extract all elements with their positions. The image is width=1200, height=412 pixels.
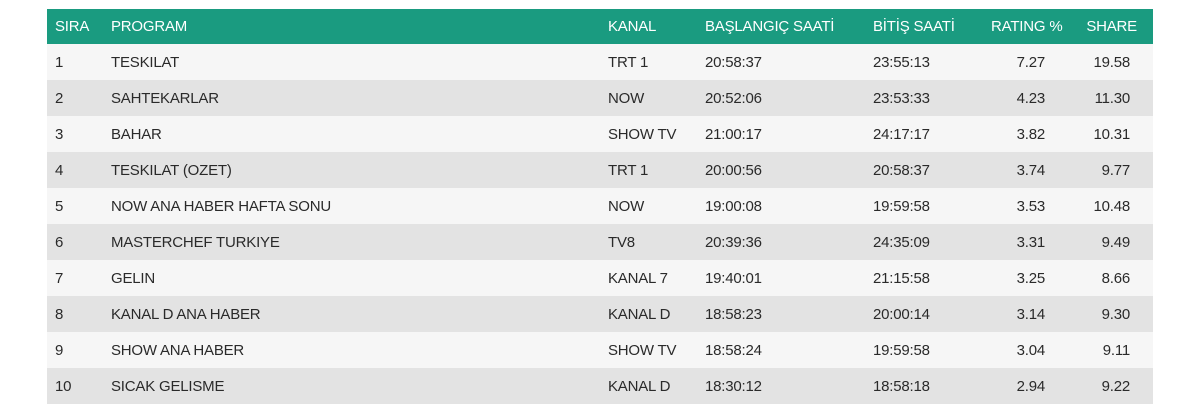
table-cell: 19:59:58: [865, 332, 983, 368]
table-cell: SICAK GELISME: [103, 368, 600, 404]
table-cell: GELIN: [103, 260, 600, 296]
table-cell: 4.23: [983, 80, 1075, 116]
table-row: 2 SAHTEKARLAR NOW 20:52:06 23:53:33 4.23 11.30: [47, 80, 1153, 116]
table-row: 6 MASTERCHEF TURKIYE TV8 20:39:36 24:35:09 3.…: [47, 224, 1153, 260]
table-cell: 20:58:37: [865, 152, 983, 188]
table-cell: KANAL D ANA HABER: [103, 296, 600, 332]
header-cell: BAŞLANGIÇ SAATİ: [697, 9, 865, 44]
table-cell: TRT 1: [600, 44, 697, 80]
table-cell: 18:58:24: [697, 332, 865, 368]
table-cell: MASTERCHEF TURKIYE: [103, 224, 600, 260]
table-cell: TESKILAT (OZET): [103, 152, 600, 188]
table-cell: 7: [47, 260, 103, 296]
table-cell: 20:39:36: [697, 224, 865, 260]
table-cell: 23:53:33: [865, 80, 983, 116]
table-cell: 9: [47, 332, 103, 368]
header-cell: RATING %: [983, 9, 1075, 44]
table-cell: 2.94: [983, 368, 1075, 404]
table-cell: 21:15:58: [865, 260, 983, 296]
table-cell: 5: [47, 188, 103, 224]
table-cell: 9.22: [1075, 368, 1153, 404]
table-cell: 24:17:17: [865, 116, 983, 152]
header-cell: SIRA: [47, 9, 103, 44]
table-cell: 7.27: [983, 44, 1075, 80]
table-row: 5 NOW ANA HABER HAFTA SONU NOW 19:00:08 19:5…: [47, 188, 1153, 224]
table-cell: TESKILAT: [103, 44, 600, 80]
table-row: 8 KANAL D ANA HABER KANAL D 18:58:23 20:00:1…: [47, 296, 1153, 332]
table-cell: 9.30: [1075, 296, 1153, 332]
table-cell: 18:58:23: [697, 296, 865, 332]
table-cell: 9.77: [1075, 152, 1153, 188]
table-cell: 21:00:17: [697, 116, 865, 152]
table-cell: SHOW ANA HABER: [103, 332, 600, 368]
table-cell: 20:58:37: [697, 44, 865, 80]
table-row: 7 GELIN KANAL 7 19:40:01 21:15:58 3.25 8.66: [47, 260, 1153, 296]
table-cell: 18:58:18: [865, 368, 983, 404]
header-cell: BİTİŞ SAATİ: [865, 9, 983, 44]
table-cell: 10.48: [1075, 188, 1153, 224]
table-cell: 20:00:14: [865, 296, 983, 332]
table-cell: SHOW TV: [600, 332, 697, 368]
table-cell: 3.82: [983, 116, 1075, 152]
table-cell: 9.11: [1075, 332, 1153, 368]
table-cell: NOW: [600, 188, 697, 224]
table-row: 3 BAHAR SHOW TV 21:00:17 24:17:17 3.82 10.31: [47, 116, 1153, 152]
table-cell: 3: [47, 116, 103, 152]
table-cell: SHOW TV: [600, 116, 697, 152]
table-cell: NOW: [600, 80, 697, 116]
table-cell: 24:35:09: [865, 224, 983, 260]
table-cell: 19:59:58: [865, 188, 983, 224]
header-cell: SHARE: [1075, 9, 1153, 44]
table-cell: 2: [47, 80, 103, 116]
table-cell: 3.31: [983, 224, 1075, 260]
table-row: 10 SICAK GELISME KANAL D 18:30:12 18:58:18 2.…: [47, 368, 1153, 404]
table-cell: 4: [47, 152, 103, 188]
table-cell: 10: [47, 368, 103, 404]
table-cell: 23:55:13: [865, 44, 983, 80]
table-cell: TRT 1: [600, 152, 697, 188]
table-row: 9 SHOW ANA HABER SHOW TV 18:58:24 19:59:58 3.…: [47, 332, 1153, 368]
table-cell: 20:52:06: [697, 80, 865, 116]
table-body: 1 TESKILAT TRT 1 20:58:37 23:55:13 7.27 19.58 2…: [47, 44, 1153, 404]
table-cell: 3.53: [983, 188, 1075, 224]
table-cell: 3.74: [983, 152, 1075, 188]
table-cell: SAHTEKARLAR: [103, 80, 600, 116]
table-cell: 20:00:56: [697, 152, 865, 188]
table-cell: 11.30: [1075, 80, 1153, 116]
table-cell: 3.04: [983, 332, 1075, 368]
table-cell: 19:00:08: [697, 188, 865, 224]
header-cell: KANAL: [600, 9, 697, 44]
ratings-table: SIRA PROGRAM KANAL BAŞLANGIÇ SAATİ BİTİŞ SAA…: [47, 9, 1153, 404]
table-cell: 10.31: [1075, 116, 1153, 152]
table-cell: KANAL D: [600, 368, 697, 404]
table-cell: NOW ANA HABER HAFTA SONU: [103, 188, 600, 224]
header-cell: PROGRAM: [103, 9, 600, 44]
table-row: 1 TESKILAT TRT 1 20:58:37 23:55:13 7.27 19.58: [47, 44, 1153, 80]
table-cell: 19:40:01: [697, 260, 865, 296]
table-cell: 18:30:12: [697, 368, 865, 404]
table-cell: 3.14: [983, 296, 1075, 332]
header-row: SIRA PROGRAM KANAL BAŞLANGIÇ SAATİ BİTİŞ SAA…: [47, 9, 1153, 44]
table-cell: 9.49: [1075, 224, 1153, 260]
table-cell: 3.25: [983, 260, 1075, 296]
table-cell: 1: [47, 44, 103, 80]
table-cell: BAHAR: [103, 116, 600, 152]
table-cell: TV8: [600, 224, 697, 260]
table-cell: 8: [47, 296, 103, 332]
table-cell: 6: [47, 224, 103, 260]
table-cell: 8.66: [1075, 260, 1153, 296]
table-cell: KANAL 7: [600, 260, 697, 296]
table-header: SIRA PROGRAM KANAL BAŞLANGIÇ SAATİ BİTİŞ SAA…: [47, 9, 1153, 44]
table-cell: 19.58: [1075, 44, 1153, 80]
table-row: 4 TESKILAT (OZET) TRT 1 20:00:56 20:58:37 3.7…: [47, 152, 1153, 188]
table-cell: KANAL D: [600, 296, 697, 332]
